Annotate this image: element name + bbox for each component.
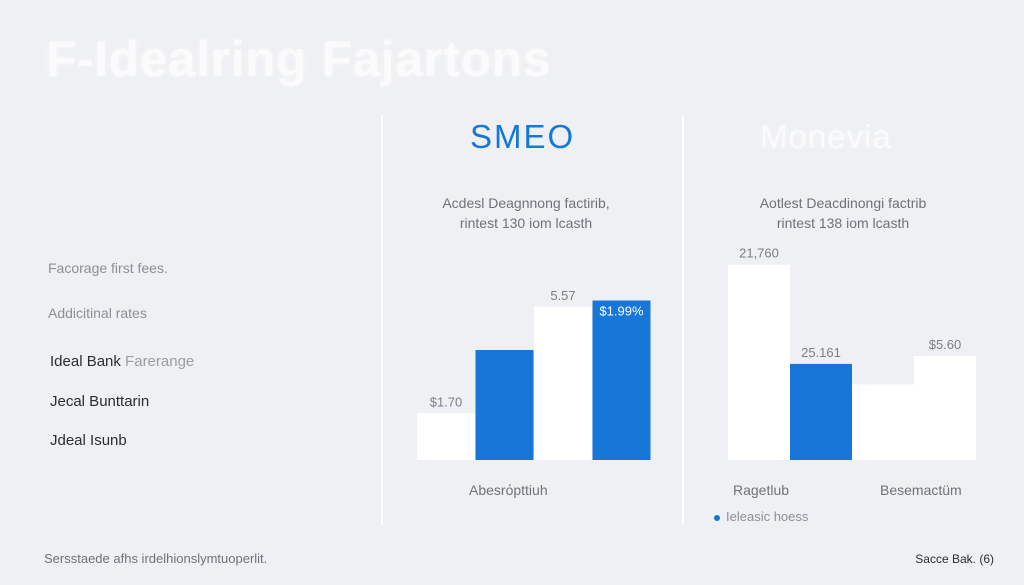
chart1-xlabel: Abesrόpttiuh (469, 482, 548, 498)
legend-label: Ieleasic hoess (726, 509, 809, 524)
chart1-data-label-3: $1.99% (599, 304, 644, 319)
legend-dot-icon (714, 514, 720, 521)
chart1-bar-1 (475, 350, 534, 460)
chart1-bar-0 (417, 413, 475, 460)
chart1-subtitle: Acdesl Deagnnong factirib, rintest 130 i… (406, 193, 646, 233)
chart2-bar-0 (728, 264, 790, 460)
chart2-bar-2 (852, 384, 914, 460)
chart1-subtitle-line1: Acdesl Deagnnong factirib, (442, 195, 610, 211)
chart2-category-1: Besemactüm (880, 482, 962, 498)
chart2-title: Monevia (760, 118, 892, 155)
page-title: F-Idealring Fajartons (46, 31, 552, 87)
chart1-title: SMEO (470, 118, 576, 155)
chart2-category-0: Ragetlub (733, 482, 790, 498)
sidebar-item-jdeal: Jdeal Isunb (50, 432, 127, 449)
chart2-data-label-3: $5.60 (929, 337, 962, 352)
divider-left (381, 115, 383, 525)
chart1-bars: $1.70 5.57 $1.99% (417, 288, 651, 460)
chart2-legend: Ieleasic hoess (714, 509, 808, 524)
sidebar-item-jecal: Jecal Bunttarin (50, 393, 150, 410)
chart2-bar-3 (914, 356, 976, 460)
divider-right (682, 115, 684, 525)
chart1-subtitle-line2: rintest 130 iom lcasth (459, 215, 593, 231)
sidebar-item-fees: Facorage first fees. (48, 260, 168, 276)
footer-note: Sersstaede afhs irdelhionslymtuoperlit. (44, 551, 268, 566)
chart2-bars: 21,760 25.161 $5.60 (728, 246, 976, 460)
chart2-data-label-0: 21,760 (739, 246, 779, 261)
chart1-data-label-2: 5.57 (550, 288, 575, 303)
sidebar-item-ideal-bank: Ideal Bank Farerange (50, 353, 194, 370)
chart2-subtitle: Aotlest Deacdinongi factrib rintest 138 … (723, 193, 963, 233)
chart2-data-label-1: 25.161 (801, 345, 841, 360)
sidebar-item-ideal-bank-main: Ideal Bank (50, 353, 121, 370)
chart1-data-label-0: $1.70 (430, 394, 463, 409)
sidebar-item-ideal-bank-muted: Farerange (120, 353, 195, 370)
chart2-bar-1 (790, 363, 852, 460)
footer-source: Sacce Bak. (6) (915, 552, 994, 566)
chart1-bar-3 (592, 300, 651, 460)
sidebar-item-rates: Addicitinal rates (48, 305, 147, 321)
chart1-bar-2 (534, 306, 592, 460)
chart2-subtitle-line1: Aotlest Deacdinongi factrib (759, 195, 927, 211)
chart2-subtitle-line2: rintest 138 iom lcasth (776, 215, 910, 231)
